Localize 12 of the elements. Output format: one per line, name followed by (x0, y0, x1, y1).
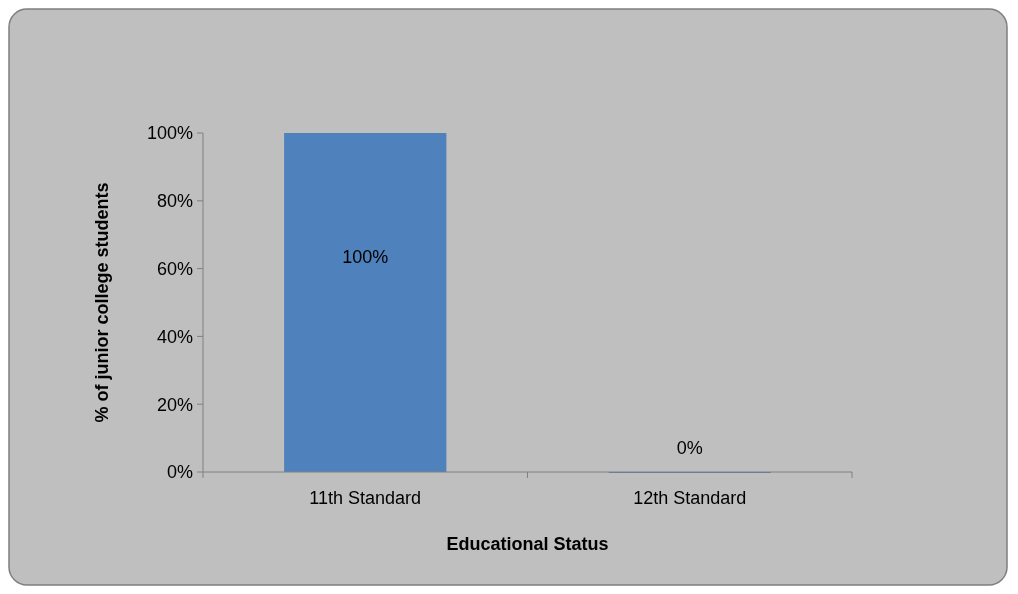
y-tick-label: 0% (166, 462, 193, 483)
data-label: 0% (676, 438, 703, 458)
y-tick-label: 60% (156, 258, 193, 279)
y-axis-title: % of junior college students (92, 182, 112, 423)
y-tick-label: 40% (156, 326, 193, 347)
y-tick-label: 100% (146, 123, 193, 144)
x-tick-label: 11th Standard (309, 488, 422, 508)
x-axis-title: Educational Status (446, 534, 609, 554)
x-tick-label: 12th Standard (633, 488, 747, 508)
y-tick-label: 20% (156, 394, 193, 415)
y-tick-label: 80% (156, 191, 193, 212)
data-label: 100% (342, 246, 389, 267)
